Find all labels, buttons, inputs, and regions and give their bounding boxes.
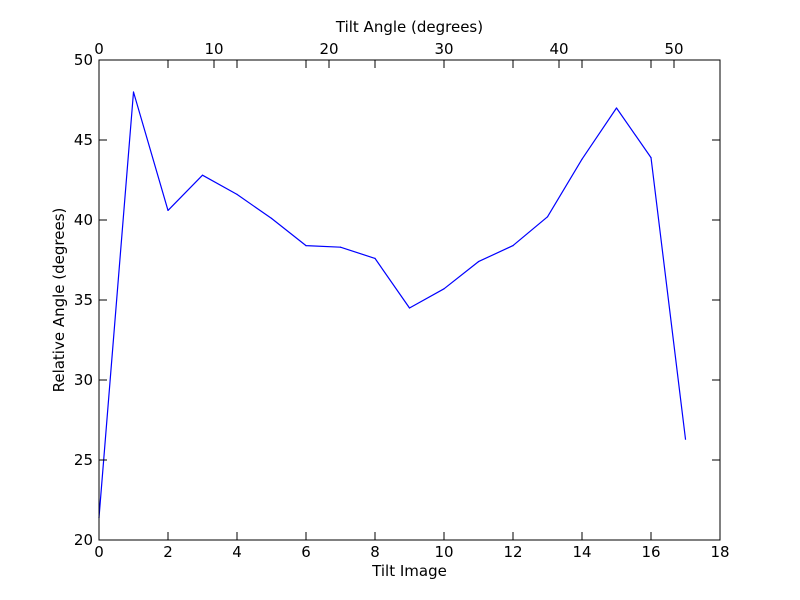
data-layer xyxy=(98,91,687,519)
x-tick-label: 4 xyxy=(232,543,242,561)
x-tick-label: 14 xyxy=(572,543,591,561)
x-tick-label: 18 xyxy=(710,543,729,561)
x-tick-label: 2 xyxy=(163,543,173,561)
data-point xyxy=(167,209,169,211)
y-tick-label: 45 xyxy=(74,131,93,149)
top-x-tick-label: 0 xyxy=(94,40,104,58)
data-point xyxy=(236,193,238,195)
plot-frame xyxy=(98,59,721,541)
y-tick-label: 40 xyxy=(74,211,93,229)
data-point xyxy=(477,261,480,263)
data-point xyxy=(581,158,583,160)
x-axis-title: Tilt Image xyxy=(371,562,447,580)
data-point xyxy=(443,288,445,290)
data-point xyxy=(650,157,652,159)
series-line xyxy=(98,91,687,518)
data-point xyxy=(132,91,135,93)
top-x-axis-title: Tilt Angle (degrees) xyxy=(335,18,483,36)
y-tick-label: 35 xyxy=(74,291,93,309)
data-point xyxy=(546,216,549,218)
data-point xyxy=(615,107,618,109)
x-tick-label: 8 xyxy=(370,543,380,561)
top-x-tick-label: 40 xyxy=(549,40,568,58)
top-x-tick-label: 50 xyxy=(664,40,683,58)
y-tick-label: 25 xyxy=(74,451,93,469)
y-axis-title: Relative Angle (degrees) xyxy=(50,208,68,393)
top-x-tick-label: 30 xyxy=(434,40,453,58)
ticks-layer: 0 2 4 6 8 10 12 14 16 18 0 10 20 30 40 50 20 25 30 35 40 45 50 xyxy=(74,40,730,561)
x-tick-label: 16 xyxy=(641,543,660,561)
x-tick-label: 6 xyxy=(301,543,311,561)
top-x-tick-label: 20 xyxy=(319,40,338,58)
y-tick-label: 50 xyxy=(74,51,93,69)
plot-background xyxy=(99,60,720,540)
data-point xyxy=(339,246,342,248)
data-point xyxy=(305,245,307,247)
x-tick-label: 12 xyxy=(503,543,522,561)
data-point xyxy=(684,438,687,440)
y-tick-label: 20 xyxy=(74,531,93,549)
top-x-tick-label: 10 xyxy=(204,40,223,58)
data-point xyxy=(201,174,204,176)
data-point xyxy=(374,257,376,259)
data-point xyxy=(270,217,273,219)
x-tick-label: 0 xyxy=(94,543,104,561)
x-tick-label: 10 xyxy=(434,543,453,561)
data-point xyxy=(408,307,411,309)
data-point xyxy=(512,245,514,247)
y-tick-label: 30 xyxy=(74,371,93,389)
